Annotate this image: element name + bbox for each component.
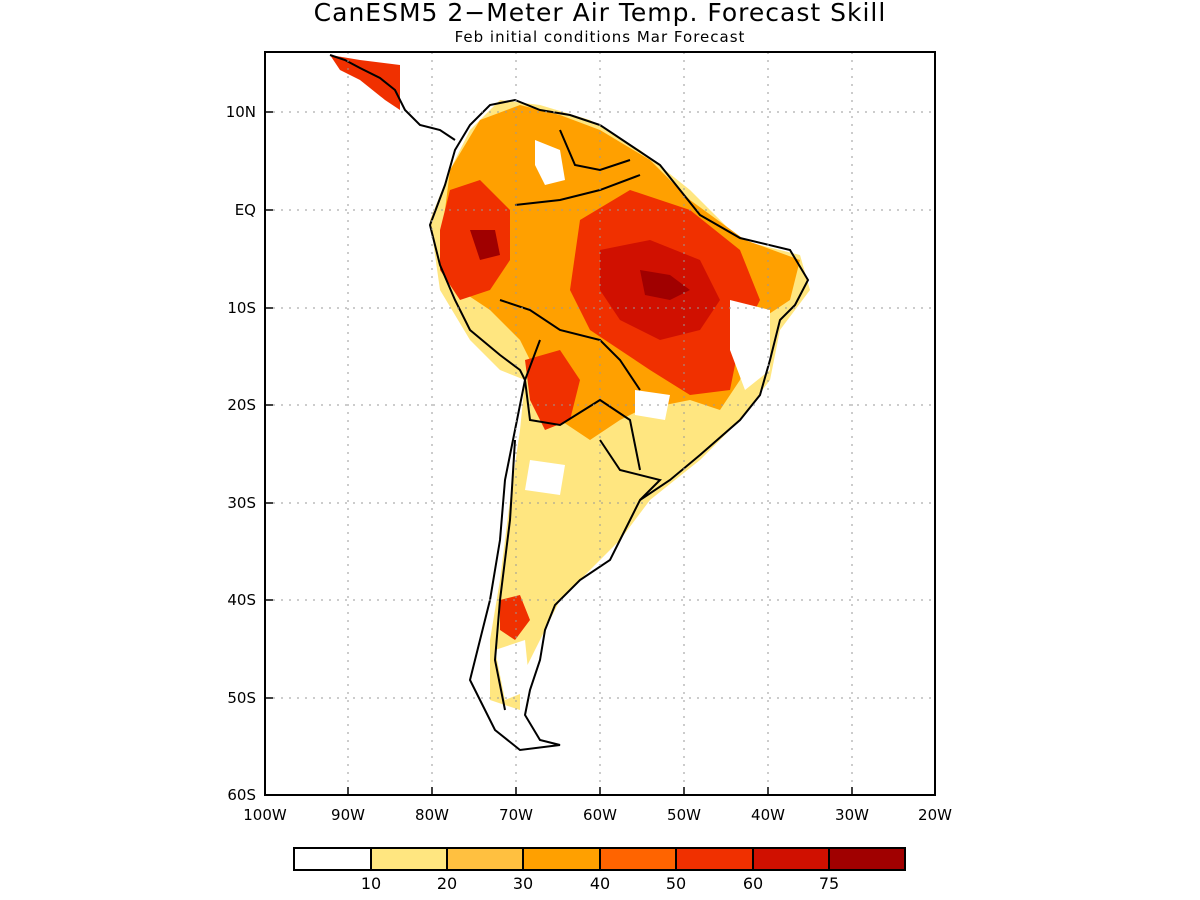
colorbar-label: 10 bbox=[361, 874, 381, 893]
y-tick-label: 50S bbox=[227, 689, 256, 707]
x-tick-label: 20W bbox=[918, 806, 952, 824]
x-tick-label: 50W bbox=[667, 806, 701, 824]
y-tick-label: 20S bbox=[227, 396, 256, 414]
map-subtitle: Feb initial conditions Mar Forecast bbox=[454, 28, 746, 46]
skill-shading-low-4 bbox=[525, 460, 565, 495]
border-3 bbox=[523, 339, 641, 471]
colorbar-swatch bbox=[600, 848, 676, 870]
skill-shading-patagonia bbox=[500, 595, 530, 640]
colorbar-label: 20 bbox=[437, 874, 457, 893]
map-title: CanESM5 2−Meter Air Temp. Forecast Skill bbox=[313, 0, 887, 27]
coastlines bbox=[329, 54, 810, 752]
y-tick-label: 10S bbox=[227, 299, 256, 317]
y-tick-label: 10N bbox=[226, 103, 256, 121]
x-tick-label: 60W bbox=[583, 806, 617, 824]
x-tick-label: 70W bbox=[499, 806, 533, 824]
skill-shading-low-2 bbox=[730, 300, 770, 390]
colorbar-swatch bbox=[447, 848, 523, 870]
border-4 bbox=[599, 439, 662, 501]
x-tick-label: 40W bbox=[751, 806, 785, 824]
skill-shading-low-5 bbox=[495, 640, 530, 700]
border-6 bbox=[559, 129, 631, 172]
colorbar-label: 60 bbox=[743, 874, 763, 893]
skill-shading-low-1 bbox=[535, 140, 565, 185]
y-tick-label: 30S bbox=[227, 494, 256, 512]
x-tick-label: 100W bbox=[243, 806, 287, 824]
colorbar-swatch bbox=[829, 848, 905, 870]
colorbar-swatch bbox=[294, 848, 371, 870]
colorbar-label: 30 bbox=[513, 874, 533, 893]
y-tick-label: 40S bbox=[227, 591, 256, 609]
x-tick-label: 80W bbox=[415, 806, 449, 824]
border-5 bbox=[493, 439, 516, 711]
colorbar-swatch bbox=[371, 848, 447, 870]
skill-shading-central-america bbox=[330, 55, 400, 110]
skill-shading-bolivia bbox=[525, 350, 580, 430]
colorbar-label: 40 bbox=[590, 874, 610, 893]
coastline-south-america bbox=[428, 98, 810, 752]
skill-shading-nw-core bbox=[470, 230, 500, 260]
colorbar-label: 75 bbox=[819, 874, 839, 893]
y-axis: 10N EQ 10S 20S 30S 40S 50S 60S bbox=[226, 103, 273, 804]
border-2 bbox=[499, 299, 641, 391]
skill-shading-low-3 bbox=[635, 390, 670, 420]
x-tick-label: 30W bbox=[835, 806, 869, 824]
colorbar: 10 20 30 40 50 60 75 bbox=[293, 847, 906, 893]
colorbar-swatch bbox=[753, 848, 829, 870]
colorbar-swatch bbox=[676, 848, 753, 870]
coastline-central-america bbox=[329, 54, 456, 141]
colorbar-swatch bbox=[523, 848, 600, 870]
x-axis: 100W 90W 80W 70W 60W 50W 40W 30W 20W bbox=[243, 787, 952, 824]
border-1 bbox=[514, 174, 641, 206]
y-tick-label: 60S bbox=[227, 786, 256, 804]
x-tick-label: 90W bbox=[331, 806, 365, 824]
skill-shading-75 bbox=[640, 270, 690, 300]
colorbar-label: 50 bbox=[666, 874, 686, 893]
y-tick-label: EQ bbox=[235, 201, 256, 219]
